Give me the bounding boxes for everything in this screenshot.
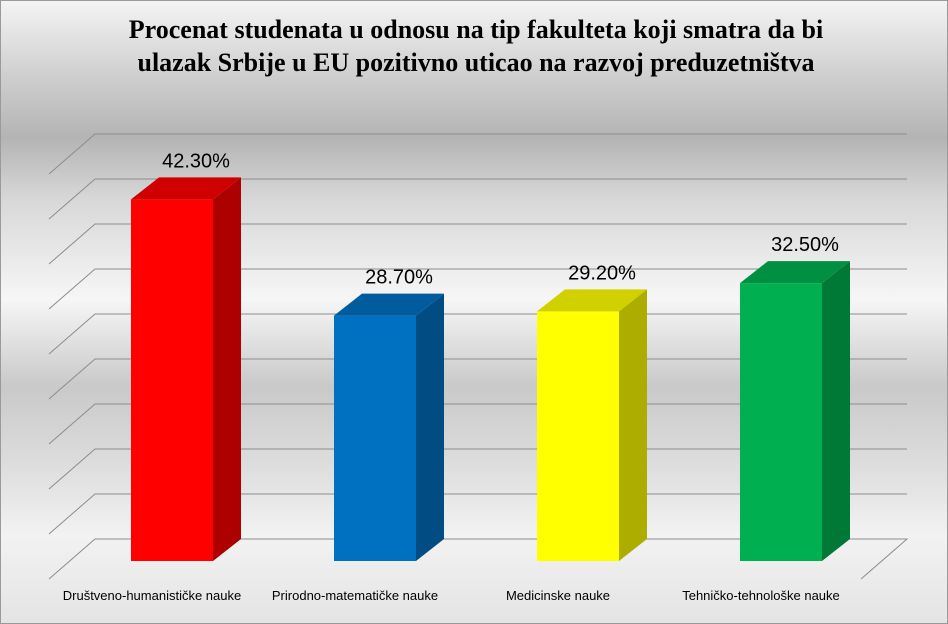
bar-side (213, 177, 241, 561)
bar-top (537, 289, 647, 312)
x-tick-label: Tehničko-tehnološke nauke (682, 588, 840, 603)
value-label: 29.20% (568, 262, 636, 284)
chart-title: Procenat studenata u odnosu na tip fakul… (128, 15, 824, 77)
bar-side (416, 293, 444, 561)
x-tick-label: Društveno-humanističke nauke (62, 588, 242, 603)
bar-top (131, 177, 241, 200)
x-tick-label: Medicinske nauke (505, 588, 611, 603)
grid-line (48, 223, 907, 265)
grid-line (48, 178, 907, 220)
bar-top (740, 261, 850, 284)
value-label: 32.50% (771, 234, 839, 256)
value-label: 42.30% (162, 150, 230, 172)
grid-line (48, 538, 909, 580)
bar-top (334, 293, 444, 316)
grid-line (48, 268, 907, 310)
value-label: 28.70% (365, 267, 433, 289)
bar (334, 315, 416, 561)
bar (740, 283, 822, 561)
grid-line (48, 133, 907, 175)
bar (131, 199, 213, 561)
bar-side (619, 289, 647, 561)
x-tick-label: Prirodno-matematičke nauke (271, 588, 439, 603)
bar-side (822, 261, 850, 561)
bar (537, 311, 619, 561)
